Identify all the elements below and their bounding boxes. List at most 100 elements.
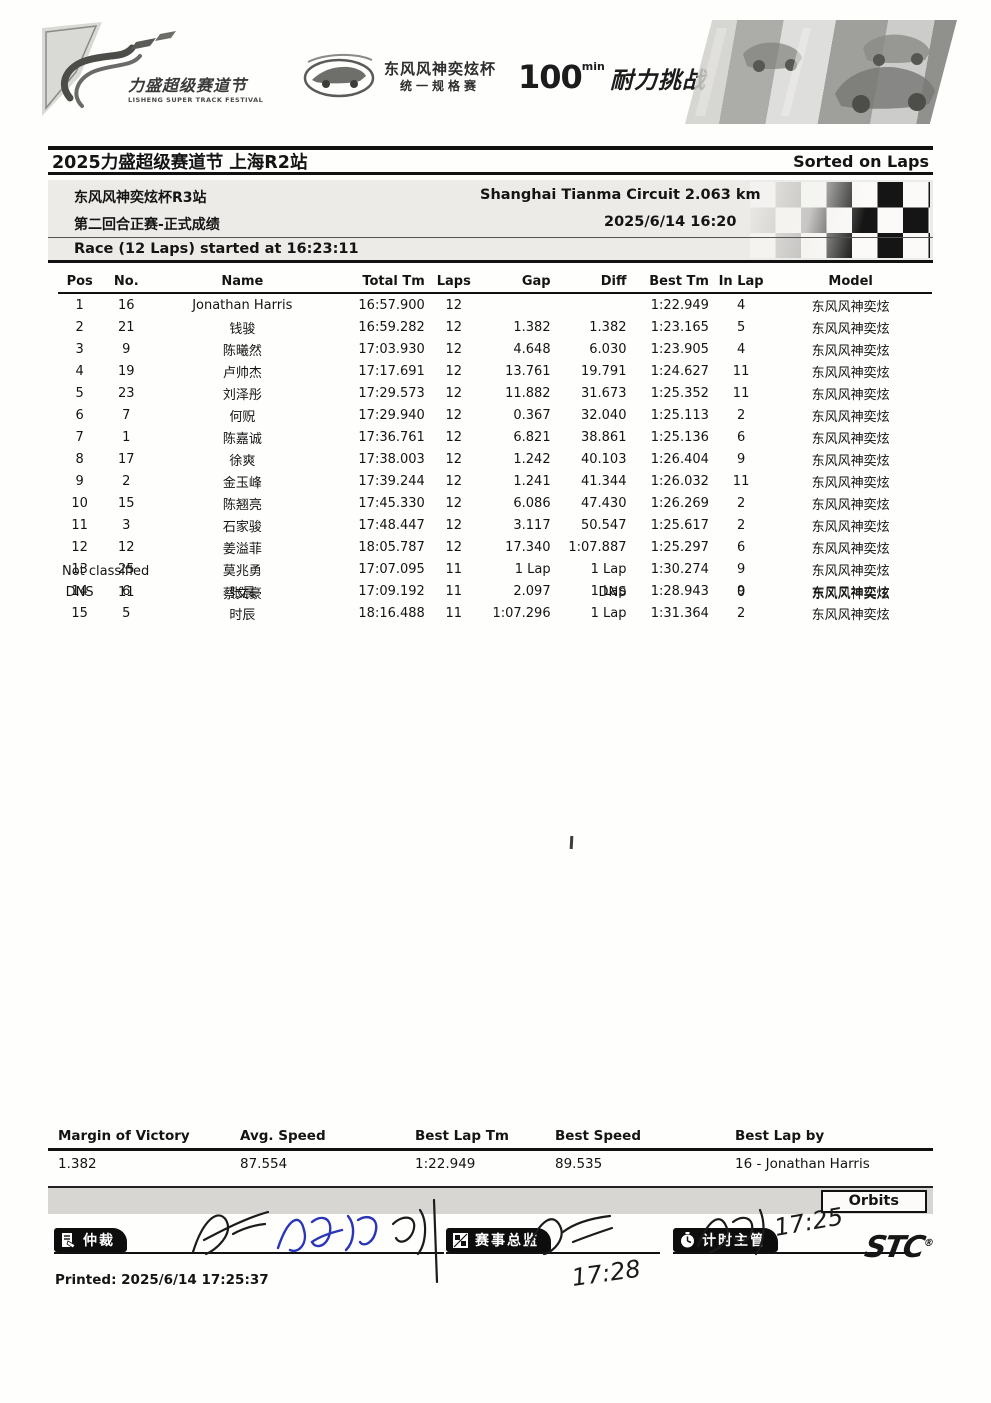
result-cell: 17:48.447 <box>358 517 425 533</box>
result-cell: 17:17.691 <box>358 363 425 379</box>
race-start-info: Race (12 Laps) started at 16:23:11 <box>74 241 359 257</box>
summary-col-header: Best Lap by <box>725 1126 933 1151</box>
result-cell: 东风风神奕炫 <box>811 409 890 425</box>
result-cell: 11 <box>71 517 88 533</box>
result-cell: 7 <box>122 407 131 423</box>
result-cell: 13 <box>71 561 88 577</box>
result-cell: 12 <box>445 517 463 533</box>
result-cell: 18:05.787 <box>358 539 425 555</box>
result-cell: 3.117 <box>513 517 551 533</box>
result-cell: 卢帅杰 <box>222 365 262 381</box>
result-cell: 11 <box>732 363 750 379</box>
result-cell: 17:38.003 <box>358 451 425 467</box>
result-cell: 1 <box>122 429 131 445</box>
timekeeper-icon <box>681 1231 694 1247</box>
result-cell: 1:26.032 <box>650 473 709 489</box>
result-cell: 东风风神奕炫 <box>811 585 890 601</box>
result-cell: 6.821 <box>513 429 551 445</box>
result-cell: 莫兆勇 <box>222 563 262 579</box>
result-cell: 12 <box>445 363 463 379</box>
result-cell: 陈翘亮 <box>222 497 262 513</box>
result-cell: 17:39.244 <box>358 473 425 489</box>
result-cell: 4 <box>736 297 746 313</box>
event-series: 东风风神奕炫杯R3站 <box>74 190 207 206</box>
result-cell: 3 <box>75 341 84 357</box>
result-cell: 石家骏 <box>222 519 262 535</box>
not-classified-cell <box>333 581 428 603</box>
summary-value-row: 1.382 87.554 1:22.949 89.535 16 - Jonathan H… <box>48 1150 933 1175</box>
aeolus-cup-line2: 统一规格赛 <box>400 78 481 93</box>
col-header: No. <box>101 272 152 294</box>
result-cell: 陈嘉诚 <box>222 431 262 447</box>
result-cell: 50.547 <box>580 517 627 533</box>
result-cell: 1 Lap <box>590 583 627 599</box>
col-header: Best Tm <box>630 272 713 294</box>
result-cell: 1:26.269 <box>650 495 709 511</box>
result-cell: 12 <box>445 319 463 335</box>
result-cell: 东风风神奕炫 <box>811 365 890 381</box>
not-classified-cell <box>479 581 555 603</box>
not-classified-cell: 0 <box>736 584 746 600</box>
result-cell: 17:29.940 <box>358 407 425 423</box>
handwritten-time-1: 17:28 <box>570 1255 642 1292</box>
result-row: 13 25 莫兆勇 17:07.095 11 1 Lap 1 Lap 1:30.274 9 东风风… <box>58 558 932 580</box>
result-cell: 6.086 <box>513 495 551 511</box>
result-cell: 东风风神奕炫 <box>811 607 890 623</box>
endurance-number: 100 <box>518 58 583 96</box>
result-cell: 东风风神奕炫 <box>811 497 890 513</box>
lisheng-swoosh-icon <box>42 22 176 116</box>
result-row: 9 2 金玉峰 17:39.244 12 1.241 41.344 1:26.032 11 东风风… <box>58 470 932 492</box>
result-cell: 16:59.282 <box>358 319 425 335</box>
summary-header-row: Margin of Victory Avg. Speed Best Lap Tm Be… <box>48 1126 933 1151</box>
result-cell: 17:09.192 <box>358 583 425 599</box>
result-cell: 1:23.905 <box>650 341 709 357</box>
result-cell: 4 <box>75 363 84 379</box>
arbitrator-label: 仲裁 <box>54 1228 127 1252</box>
race-director-label: 赛事总监 <box>446 1228 551 1252</box>
results-table: Pos No. Name Total Tm Laps Gap Diff Best Tm In L… <box>58 272 932 624</box>
result-row: 15 5 时辰 18:16.488 11 1:07.296 1 Lap 1:31.364 2 东风… <box>58 602 932 624</box>
checkered-flag-graphic <box>750 182 930 258</box>
lisheng-name-en: LISHENG SUPER TRACK FESTIVAL <box>128 96 264 104</box>
summary-value: 16 - Jonathan Harris <box>735 1156 870 1172</box>
page-title: 2025力盛超级赛道节 上海R2站 <box>52 152 308 173</box>
printed-timestamp: Printed: 2025/6/14 17:25:37 <box>55 1272 269 1288</box>
result-cell: 9 <box>75 473 84 489</box>
result-cell: 东风风神奕炫 <box>811 343 890 359</box>
col-header: Diff <box>554 272 631 294</box>
result-cell: 12 <box>445 385 463 401</box>
result-cell: 1:25.617 <box>650 517 709 533</box>
aeolus-cup-logo: 东风风神奕炫杯 统一规格赛 <box>302 46 512 108</box>
scan-artifact-mark <box>569 835 574 850</box>
result-cell: 19 <box>118 363 135 379</box>
result-cell: 2 <box>736 605 746 621</box>
results-body: 1 16 Jonathan Harris 16:57.900 12 1:22.949 4 东风… <box>58 293 932 624</box>
result-cell: 2 <box>122 473 131 489</box>
result-row: 4 19 卢帅杰 17:17.691 12 13.761 19.791 1:24.627 11 东… <box>58 360 932 382</box>
result-cell: 东风风神奕炫 <box>811 519 890 535</box>
result-cell: 徐爽 <box>229 453 256 469</box>
arbitrator-label-text: 仲裁 <box>83 1233 115 1249</box>
result-cell: 2 <box>736 517 746 533</box>
result-cell: 1:25.297 <box>650 539 709 555</box>
summary-col-header: Margin of Victory <box>48 1126 230 1151</box>
endurance-unit: min <box>581 60 605 73</box>
result-cell: 10 <box>71 495 88 511</box>
result-cell: 1.382 <box>513 319 551 335</box>
col-header: Model <box>769 272 932 294</box>
result-cell: 0.367 <box>513 407 551 423</box>
not-classified-cell <box>429 581 479 603</box>
summary-col-header: Best Speed <box>545 1126 725 1151</box>
result-cell: 1:07.296 <box>492 605 551 621</box>
result-cell <box>479 293 555 316</box>
race-info-divider <box>48 237 933 238</box>
col-header: Pos <box>58 272 102 294</box>
result-cell: 东风风神奕炫 <box>811 541 890 557</box>
result-cell: 17:45.330 <box>358 495 425 511</box>
result-cell: 2.097 <box>513 583 551 599</box>
result-cell: 金玉峰 <box>222 475 262 491</box>
result-cell: 9 <box>736 583 746 599</box>
result-cell: 东风风神奕炫 <box>811 299 890 315</box>
result-cell: 9 <box>736 561 746 577</box>
race-director-icon <box>453 1232 468 1248</box>
